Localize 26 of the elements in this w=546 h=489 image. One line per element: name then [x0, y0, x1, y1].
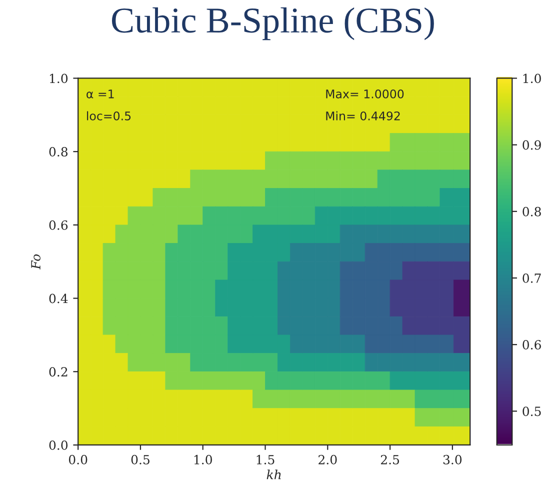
y-tick-label: 0.4 — [49, 294, 68, 304]
y-tick-label: 0.6 — [49, 220, 68, 230]
x-tick-label: 2.0 — [318, 454, 337, 464]
y-tick-label: 0.8 — [49, 147, 68, 157]
x-tick-label: 2.5 — [380, 454, 400, 464]
annotation: α =1 — [86, 90, 114, 98]
color-bar-label: 0.7 — [522, 273, 541, 283]
y-axis-title: Fo — [31, 254, 40, 270]
chart-title: Cubic B-Spline (CBS) — [112, 7, 434, 40]
y-tick-label: 0.0 — [49, 440, 68, 450]
y-tick-label: 1.0 — [50, 74, 68, 84]
x-tick-label: 3.0 — [443, 454, 462, 464]
x-tick-label: 1.5 — [256, 454, 274, 464]
x-tick-label: 0.0 — [68, 454, 88, 464]
color-bar-label: 0.6 — [522, 340, 541, 350]
annotation: loc=0.5 — [87, 111, 131, 120]
annotation: Min= 0.4492 — [326, 111, 400, 120]
annotation: Max= 1.0000 — [326, 89, 404, 98]
x-tick-label: 1.0 — [194, 454, 212, 464]
color-bar-label: 0.5 — [522, 406, 541, 416]
color-bar-label: 0.8 — [522, 206, 541, 216]
x-axis-title: kh — [266, 470, 281, 480]
color-bar-label: 1.0 — [523, 74, 541, 84]
color-bar-label: 0.9 — [522, 140, 541, 150]
y-tick-label: 0.2 — [49, 367, 68, 377]
x-tick-label: 0.5 — [131, 454, 150, 464]
